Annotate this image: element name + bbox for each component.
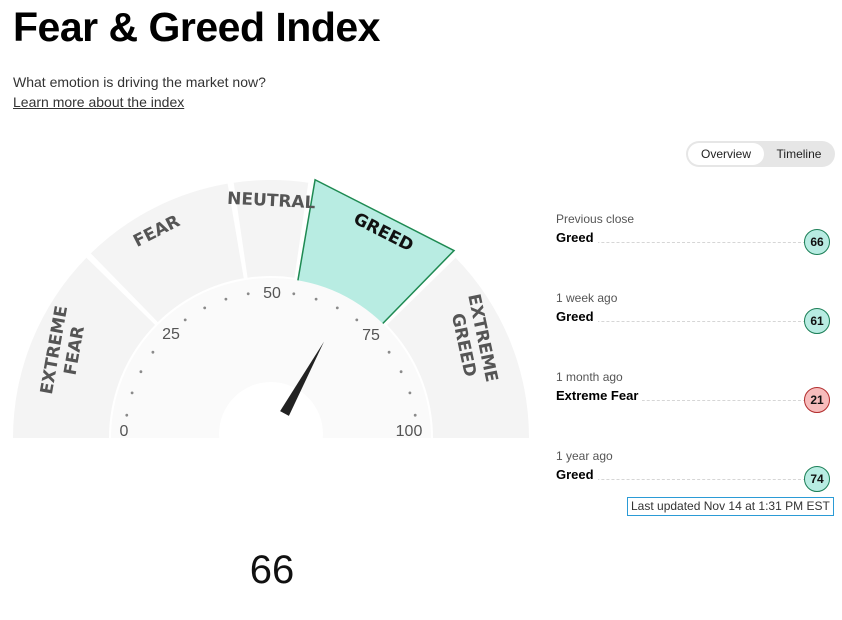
gauge-tick-dot: [335, 306, 339, 310]
history-label: Greed: [556, 467, 598, 482]
fear-greed-gauge: EXTREME FEAR FEAR NEUTRAL GREED EXTREME …: [0, 170, 540, 592]
dotted-divider: [556, 479, 806, 480]
gauge-tick-dot: [387, 350, 391, 354]
gauge-tick-dot: [224, 297, 228, 301]
gauge-svg: EXTREME FEAR FEAR NEUTRAL GREED EXTREME …: [13, 178, 529, 460]
history-label: Greed: [556, 309, 598, 324]
gauge-hub: [219, 382, 323, 460]
gauge-tick-dot: [151, 350, 155, 354]
history-score-badge: 74: [804, 466, 830, 492]
last-updated-timestamp: Last updated Nov 14 at 1:31 PM EST: [627, 497, 834, 516]
gauge-segment-extreme-greed: [386, 257, 529, 438]
history-score-badge: 66: [804, 229, 830, 255]
history-period: Previous close: [556, 212, 635, 226]
history-period: 1 year ago: [556, 449, 613, 463]
dotted-divider: [556, 400, 806, 401]
gauge-tick-dot: [203, 306, 207, 310]
dotted-divider: [556, 321, 806, 322]
segment-label-neutral: NEUTRAL: [227, 189, 316, 214]
tick-label-50: 50: [263, 285, 281, 302]
gauge-tick-dot: [125, 413, 129, 417]
page-title: Fear & Greed Index: [13, 4, 380, 50]
history-period: 1 month ago: [556, 370, 623, 384]
view-toggle: Overview Timeline: [686, 141, 835, 167]
tick-label-0: 0: [120, 423, 129, 440]
history-score-badge: 61: [804, 308, 830, 334]
gauge-tick-dot: [183, 318, 187, 322]
gauge-value: 66: [249, 548, 295, 592]
history-label: Greed: [556, 230, 598, 245]
gauge-tick-dot: [139, 370, 143, 374]
gauge-tick-dot: [292, 292, 296, 296]
gauge-tick-dot: [399, 370, 403, 374]
history-row-1-month: 1 month ago Extreme Fear 21: [556, 370, 836, 430]
history-row-1-year: 1 year ago Greed 74: [556, 449, 836, 509]
gauge-needle: [280, 341, 324, 416]
history-row-previous-close: Previous close Greed 66: [556, 212, 836, 272]
tick-label-100: 100: [396, 423, 423, 440]
gauge-tick-dot: [413, 413, 417, 417]
history-period: 1 week ago: [556, 291, 618, 305]
gauge-tick-dot: [314, 297, 318, 301]
tab-overview[interactable]: Overview: [688, 143, 764, 165]
history-score-badge: 21: [804, 387, 830, 413]
gauge-inner-area: [111, 278, 431, 438]
gauge-tick-dot: [408, 391, 412, 395]
history-row-1-week: 1 week ago Greed 61: [556, 291, 836, 351]
tick-label-25: 25: [162, 326, 180, 343]
gauge-tick-dot: [355, 318, 359, 322]
gauge-segment-neutral: [233, 180, 309, 278]
gauge-segment-extreme-fear: [13, 257, 156, 438]
history-label: Extreme Fear: [556, 388, 643, 403]
page-subtitle: What emotion is driving the market now?: [13, 74, 266, 90]
tick-label-75: 75: [362, 327, 380, 344]
learn-more-link[interactable]: Learn more about the index: [13, 94, 185, 110]
gauge-segment-fear: [90, 183, 244, 323]
tab-timeline[interactable]: Timeline: [776, 147, 822, 161]
dotted-divider: [556, 242, 806, 243]
gauge-tick-dot: [130, 391, 134, 395]
gauge-tick-dot: [246, 292, 250, 296]
